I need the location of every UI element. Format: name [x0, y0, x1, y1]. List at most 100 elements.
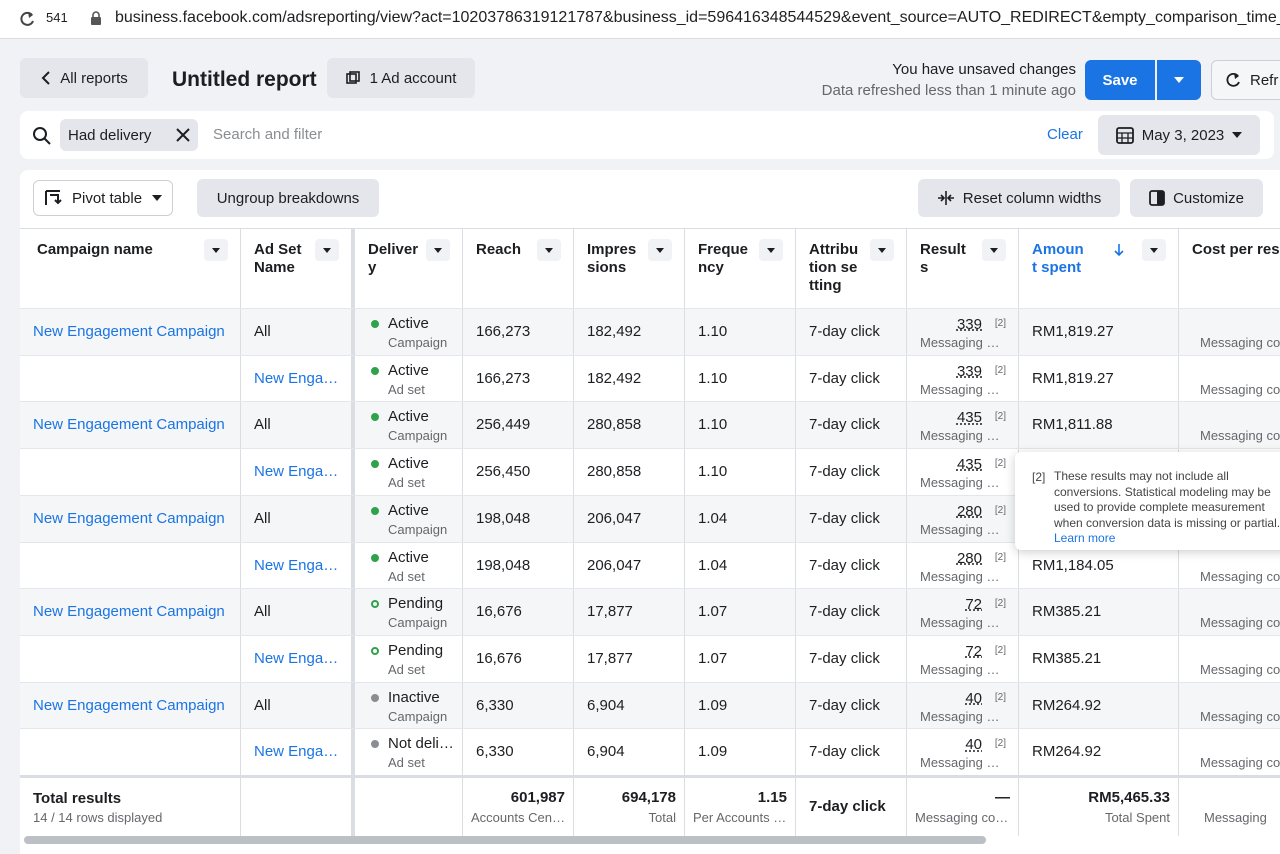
- attribution: 7-day click: [809, 743, 880, 761]
- learn-more[interactable]: Learn more: [1054, 531, 1116, 545]
- reach-cell: 256,450: [463, 449, 574, 496]
- results: 435: [956, 456, 982, 474]
- ungroup-button[interactable]: Ungroup breakdowns: [197, 179, 379, 217]
- column-header[interactable]: Impressions: [574, 229, 685, 308]
- cost-label: Messaging conversation: [1200, 755, 1280, 771]
- amount-total: RM5,465.33: [1088, 789, 1170, 806]
- footnote[interactable]: [2]: [994, 504, 1006, 516]
- delivery-cell: Pending Campaign: [352, 589, 463, 636]
- sort-menu[interactable]: [982, 239, 1006, 261]
- sort-menu[interactable]: [648, 239, 672, 261]
- footnote[interactable]: [2]: [994, 458, 1006, 470]
- reach-cell: 16,676: [463, 589, 574, 636]
- footnote[interactable]: [2]: [994, 738, 1006, 750]
- account-button[interactable]: 1 Ad account: [327, 58, 475, 98]
- sort-menu[interactable]: [315, 239, 339, 261]
- attribution: 7-day click: [809, 416, 880, 434]
- date-picker[interactable]: May 3, 2023: [1098, 115, 1260, 155]
- sort-menu[interactable]: [759, 239, 783, 261]
- impressions: 17,877: [587, 649, 633, 667]
- footnote[interactable]: [2]: [994, 318, 1006, 329]
- frequency-cell: 1.07: [685, 635, 796, 683]
- impressions-cell: 17,877: [574, 635, 685, 683]
- impressions: 280,858: [587, 416, 642, 434]
- sort-menu[interactable]: [1142, 239, 1166, 261]
- remove-icon[interactable]: [176, 128, 190, 142]
- column-header[interactable]: Cost per result: [1179, 229, 1280, 308]
- save-button[interactable]: Save: [1085, 60, 1155, 100]
- sort-menu[interactable]: [426, 239, 450, 261]
- filter-bar: Had delivery Search and filter Clear May…: [20, 111, 1274, 159]
- save-menu[interactable]: [1157, 60, 1201, 100]
- footnote[interactable]: [2]: [994, 364, 1006, 376]
- results-label: Messaging conversations: [920, 428, 1004, 444]
- adset-name[interactable]: New Engagement: [254, 463, 341, 481]
- campaign-name[interactable]: New Engagement Campaign: [33, 416, 225, 434]
- column-header[interactable]: Ad Set Name: [241, 229, 352, 308]
- amount-cell: RM385.21: [1019, 589, 1179, 636]
- column-header[interactable]: Frequency: [685, 229, 796, 308]
- column-header[interactable]: Attribution setting: [796, 229, 907, 308]
- customize-button[interactable]: Customize: [1130, 179, 1263, 217]
- refresh-button[interactable]: Refr: [1211, 60, 1280, 100]
- footnote[interactable]: [2]: [994, 644, 1006, 656]
- frequency-cell: 1.07: [685, 589, 796, 636]
- search-input[interactable]: Search and filter: [213, 126, 323, 143]
- scrollbar[interactable]: [24, 836, 986, 844]
- report-title[interactable]: Untitled report: [172, 68, 317, 91]
- campaign-name[interactable]: New Engagement Campaign: [33, 509, 225, 527]
- column-header[interactable]: Reach: [463, 229, 574, 308]
- frequency: 1.09: [698, 743, 728, 761]
- chip-label: Had delivery: [68, 126, 152, 144]
- pivot-button[interactable]: Pivot table: [33, 180, 173, 216]
- campaign-name[interactable]: New Engagement Campaign: [33, 696, 225, 714]
- amount-cell: RM1,184.05: [1019, 542, 1179, 590]
- reload-icon[interactable]: [18, 10, 36, 28]
- sort-menu[interactable]: [204, 239, 228, 261]
- results: 339: [956, 362, 982, 380]
- column-header[interactable]: Results: [907, 229, 1019, 308]
- clear-link[interactable]: Clear: [1047, 126, 1083, 143]
- filter-chip[interactable]: Had delivery: [60, 119, 198, 151]
- column-header[interactable]: Campaign name: [20, 229, 241, 308]
- adset-name[interactable]: New Engagement: [254, 743, 341, 761]
- table-row: New Engagement Not delivering Ad set 6,330 6…: [20, 728, 1280, 776]
- campaign-name[interactable]: New Engagement Campaign: [33, 323, 225, 340]
- column-header[interactable]: Amount spent: [1019, 229, 1179, 308]
- campaign-cell: New Engagement Campaign: [20, 309, 241, 356]
- url[interactable]: business.facebook.com/adsreporting/view?…: [115, 9, 1280, 26]
- attribution-cell: 7-day click: [796, 682, 907, 730]
- totals-row: Total results 14 / 14 rows displayed 601,9…: [20, 775, 1280, 836]
- reset-widths-button[interactable]: Reset column widths: [918, 179, 1120, 217]
- footnote[interactable]: [2]: [994, 551, 1006, 563]
- attribution-cell: 7-day click: [796, 635, 907, 683]
- delivery-cell: Pending Ad set: [352, 635, 463, 683]
- footnote[interactable]: [2]: [994, 598, 1006, 610]
- sort-menu[interactable]: [870, 239, 894, 261]
- cost-total-cell: Messaging: [1179, 778, 1280, 836]
- results-label: Messaging conversations: [920, 755, 1004, 771]
- adset-name[interactable]: New Engagement: [254, 649, 341, 667]
- column-header[interactable]: Delivery: [352, 229, 463, 308]
- account-icon: [345, 71, 360, 84]
- reach-cell: 6,330: [463, 729, 574, 776]
- caret: [152, 195, 163, 201]
- amount-cell: RM264.92: [1019, 682, 1179, 730]
- caret: [878, 247, 886, 253]
- caret: [212, 247, 220, 253]
- sort-menu[interactable]: [537, 239, 561, 261]
- results: 339: [956, 316, 982, 333]
- adset-cell: All: [241, 682, 352, 730]
- adset-name[interactable]: New Engagement: [254, 556, 341, 574]
- footnote[interactable]: [2]: [994, 411, 1006, 423]
- header-label: Ad Set Name: [254, 241, 302, 276]
- adset-name[interactable]: New Engagement: [254, 369, 341, 387]
- adset-cell: All: [241, 309, 352, 356]
- header-label: Frequency: [698, 241, 749, 276]
- header-label: Results: [920, 241, 966, 276]
- frequency-cell: 1.10: [685, 402, 796, 450]
- all-reports-button[interactable]: All reports: [20, 58, 148, 98]
- footnote[interactable]: [2]: [994, 691, 1006, 703]
- campaign-name[interactable]: New Engagement Campaign: [33, 603, 225, 621]
